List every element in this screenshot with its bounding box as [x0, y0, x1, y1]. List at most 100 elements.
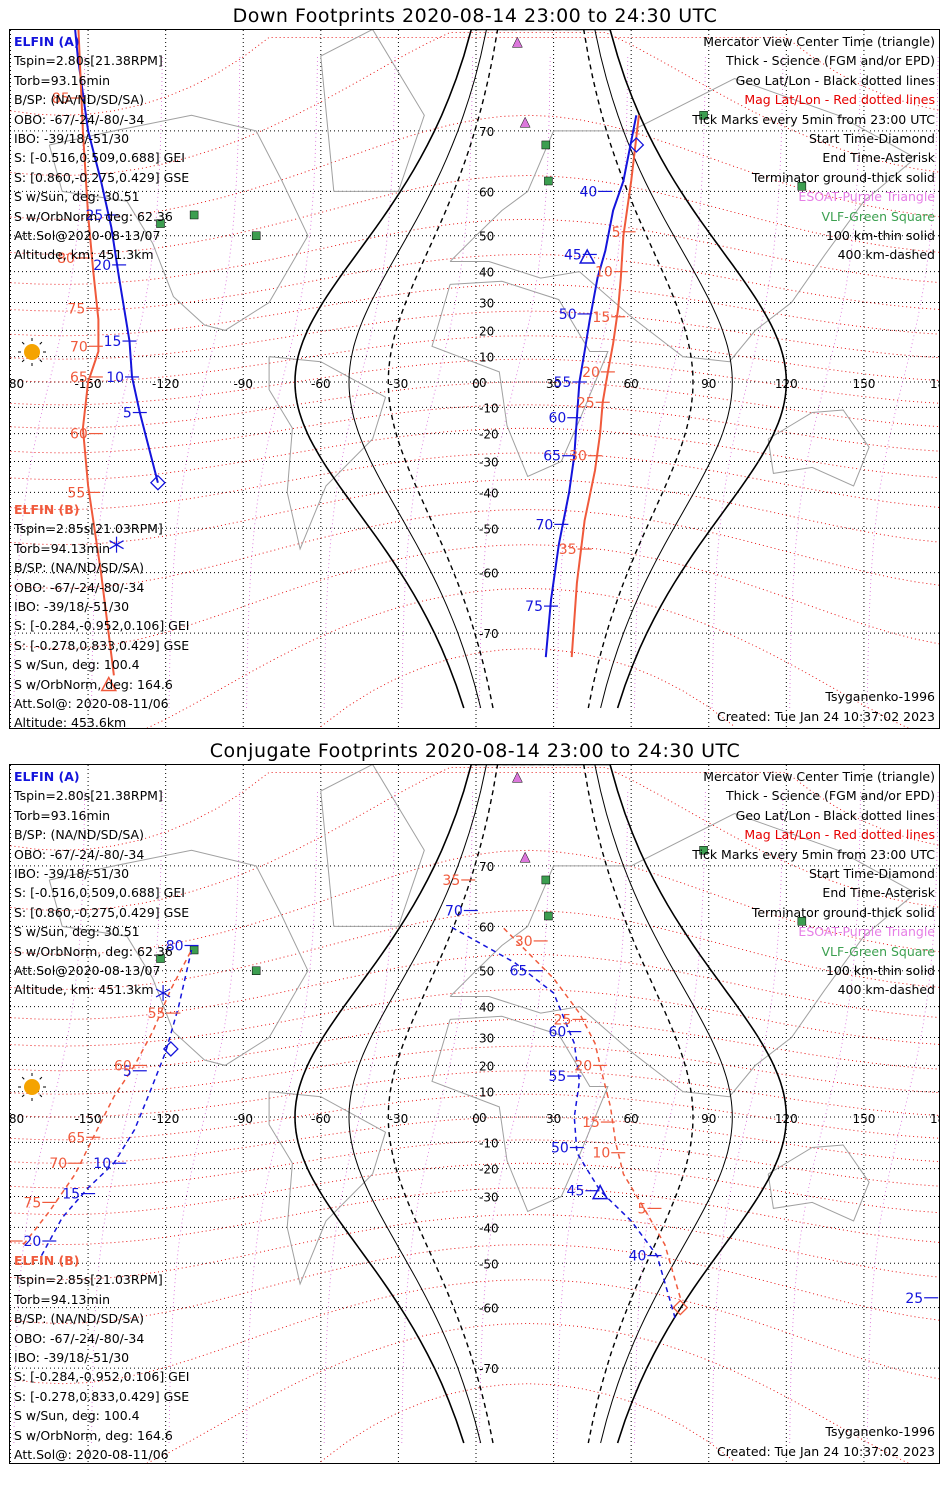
model-label: Tsyganenko-1996: [825, 1424, 935, 1439]
elfin-a-end-asterisk-icon: [162, 992, 171, 998]
vlf-square-icon: [699, 846, 708, 855]
elfin-b-track: [77, 30, 115, 676]
mag-meridian: [556, 790, 629, 1444]
elfin-a-tick-label: 5: [123, 406, 132, 422]
mag-parallel: [10, 1279, 939, 1385]
mag-parallel: [146, 1323, 910, 1463]
elfin-a-tick-label: 15: [104, 334, 122, 350]
legend: Mercator View Center Time (triangle) Thi…: [692, 32, 935, 265]
mag-parallel: [10, 1214, 939, 1281]
elfin-b-line: S w/OrbNorm, deg: 164.6: [14, 1427, 173, 1443]
legend: Mercator View Center Time (triangle) Thi…: [692, 767, 935, 1000]
elfin-b-tick-label: 75: [23, 1195, 41, 1211]
elfin-b-tick-label: 25: [554, 1012, 572, 1028]
panel-title-down: Down Footprints 2020-08-14 23:00 to 24:3…: [232, 5, 718, 27]
mag-meridian: [711, 790, 784, 1444]
elfin-b-line: Att.Sol@: 2020-08-11/06: [14, 1447, 169, 1463]
legend-line: Thick - Science (FGM and/or EPD): [726, 788, 935, 804]
mag-parallel: [10, 1187, 939, 1246]
elfin-a-track: [74, 30, 159, 483]
legend-line: Mag Lat/Lon - Red dotted lines: [744, 92, 935, 108]
coastline: [48, 849, 309, 1066]
mag-meridian: [401, 55, 474, 709]
legend-line: Mercator View Center Time (triangle): [703, 769, 935, 784]
mag-parallel: [10, 427, 939, 481]
legend-line: End Time-Asterisk: [822, 885, 935, 901]
elfin-a-tick-label: 50: [551, 1141, 569, 1157]
mag-parallel: [10, 544, 939, 650]
lon-tick-label: -120: [152, 377, 179, 391]
elfin-b-tick-label: 10: [595, 265, 613, 281]
legend-line: Mag Lat/Lon - Red dotted lines: [744, 827, 935, 843]
mag-parallel: [10, 1116, 939, 1164]
lat-tick-label: 50: [479, 965, 494, 979]
elfin-b-line: S: [-0.278,0.833,0.429] GSE: [14, 637, 190, 653]
lat-tick-label: -10: [479, 1136, 499, 1150]
vlf-square-icon: [156, 954, 165, 963]
elfin-a-line: S w/Sun, deg: 30.51: [14, 189, 140, 205]
legend-line: ESOAT-Purple Triangle: [798, 189, 935, 205]
coastline: [431, 1015, 609, 1213]
elfin-a-end-asterisk-icon: [155, 992, 164, 998]
lat-tick-label: -60: [479, 1302, 499, 1316]
vlf-square-icon: [541, 875, 551, 885]
created-label: Created: Tue Jan 24 10:37:02 2023: [716, 709, 935, 724]
elfin-a-line: OBO: -67/-24/-80/-34: [14, 111, 145, 127]
mag-meridian: [91, 55, 163, 709]
coastline: [431, 280, 609, 478]
esoat-triangle-icon: [519, 116, 531, 128]
legend-line: Terminator ground-thick solid: [751, 169, 935, 185]
legend-line: Geo Lat/Lon - Black dotted lines: [735, 807, 935, 823]
mag-meridian: [168, 55, 241, 709]
mag-meridian: [323, 55, 396, 709]
vlf-square-icon: [251, 966, 261, 975]
elfin-a-tick-label: 55: [554, 375, 572, 391]
mag-parallel: [10, 1139, 939, 1189]
elfin-a-tick-label: 20: [23, 1234, 41, 1250]
sun-ray: [39, 1076, 43, 1080]
mag-parallel: [10, 1244, 939, 1324]
elfin-b-start-diamond-icon: [672, 1299, 689, 1316]
lon-tick-label: -120: [152, 1112, 179, 1126]
sun-ray: [39, 341, 43, 345]
lon-tick-label: -180: [10, 377, 24, 391]
elfin-a-tick-label: 25: [86, 208, 104, 224]
elfin-b-label: ELFIN (B): [14, 1253, 80, 1268]
elfin-b-tick-label: 70: [70, 339, 88, 355]
elfin-b-tick-label: 5: [638, 1201, 647, 1217]
lon-tick-label: -90: [233, 377, 253, 391]
mag-meridian: [91, 790, 163, 1444]
elfin-a-tick-label: 70: [536, 517, 554, 533]
elfin-b-tick-label: 5: [612, 225, 621, 241]
lon-tick-label: 180: [930, 377, 940, 391]
elfin-b-track: [501, 925, 682, 1299]
elfin-a-line: S w/Sun, deg: 30.51: [14, 924, 140, 940]
elfin-a-tick-label: 65: [510, 964, 528, 980]
elfin-a-line: S: [-0.516,0.509,0.688] GEI: [14, 150, 185, 166]
elfin-a-tick-label: 25: [905, 1291, 923, 1307]
vlf-square-icon: [544, 176, 553, 186]
elfin-b-tick-label: 20: [574, 1058, 592, 1074]
elfin-a-tick-label: 65: [543, 449, 561, 465]
elfin-a-line: IBO: -39/18/-51/30: [14, 131, 130, 147]
elfin-b-tick-label: 35: [559, 542, 577, 558]
sun-ray: [39, 359, 43, 363]
elfin-b-tick-label: 15: [582, 1115, 600, 1131]
elfin-b-line: IBO: -39/18/-51/30: [14, 599, 130, 615]
mag-parallel: [10, 1070, 939, 1118]
lat-tick-label: 20: [479, 1059, 494, 1073]
elfin-a-end-asterisk-icon: [116, 544, 124, 550]
mag-meridian: [478, 55, 551, 709]
mag-meridian: [246, 55, 318, 709]
elfin-b-tick-label: 35: [442, 873, 460, 889]
elfin-a-line: IBO: -39/18/-51/30: [14, 866, 130, 882]
panel-title-conjugate: Conjugate Footprints 2020-08-14 23:00 to…: [209, 740, 741, 762]
elfin-a-tick-label: 15: [62, 1187, 80, 1203]
esoat-triangle-icon: [511, 36, 523, 48]
lat-tick-label: 30: [479, 297, 494, 311]
elfin-b-line: B/SP: (NA/ND/SD/SA): [14, 1311, 144, 1327]
lon-tick-label: -150: [74, 1112, 101, 1126]
mag-meridian: [13, 55, 86, 709]
legend-line: End Time-Asterisk: [822, 150, 935, 166]
terminator-100km: [348, 30, 733, 709]
